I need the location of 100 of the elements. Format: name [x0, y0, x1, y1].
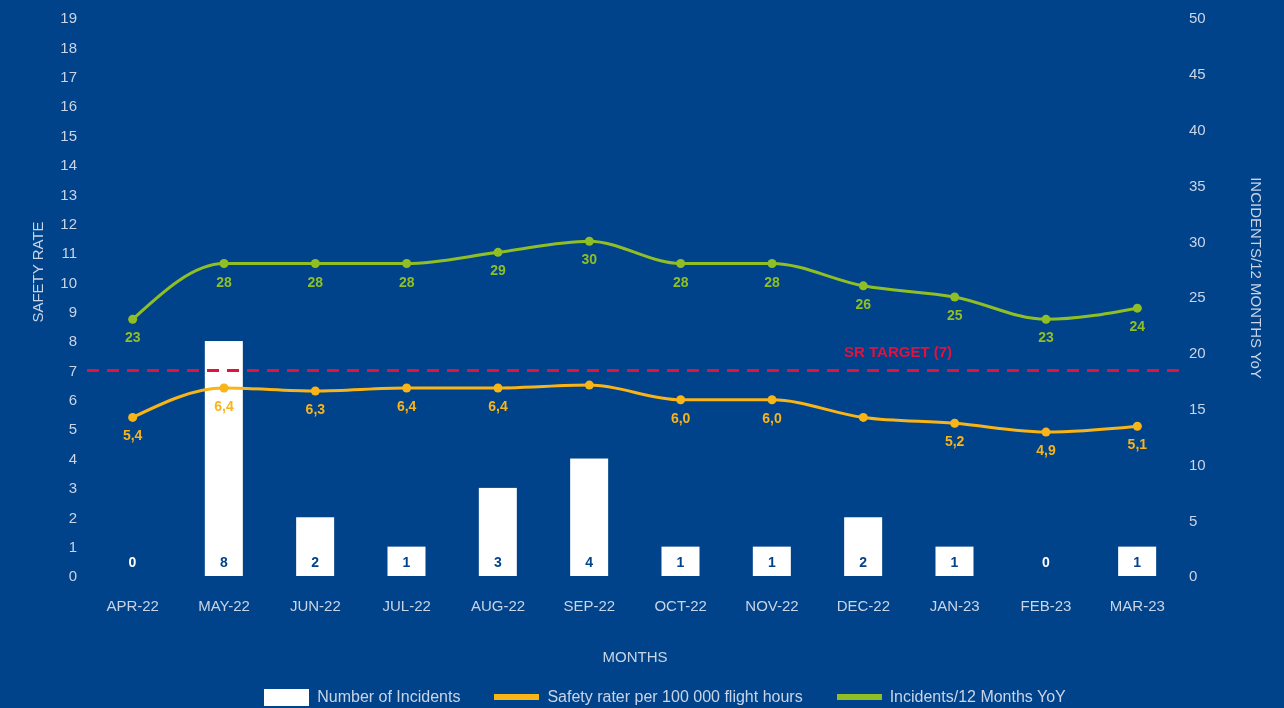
- data-label: 4: [585, 554, 594, 570]
- y2-tick-label: 45: [1189, 65, 1206, 83]
- y-tick-label: 18: [60, 38, 77, 56]
- point: [1041, 427, 1051, 437]
- point: [128, 412, 138, 422]
- data-label: 28: [216, 273, 232, 290]
- point: [1132, 303, 1142, 313]
- data-label: 6,0: [670, 409, 691, 426]
- x-tick-label: SEP-22: [563, 596, 616, 614]
- x-tick-label: AUG-22: [470, 596, 526, 614]
- data-label: 0: [1041, 554, 1050, 570]
- data-label: 5,1: [1127, 436, 1148, 453]
- data-label: 1: [1133, 554, 1142, 570]
- y-tick-label: 10: [60, 273, 77, 291]
- y2-tick-label: 15: [1189, 399, 1206, 417]
- x-tick-label: MAY-22: [198, 596, 250, 614]
- y-tick-label: 8: [68, 332, 77, 350]
- y-tick-label: 15: [60, 126, 77, 144]
- y-tick-label: 11: [61, 244, 77, 262]
- y-tick-label: 13: [60, 185, 77, 203]
- legend-label: Safety rater per 100 000 flight hours: [547, 688, 803, 706]
- point: [676, 395, 686, 405]
- data-label: 23: [124, 329, 141, 346]
- y-tick-label: 19: [60, 9, 77, 27]
- data-label: 1: [402, 554, 411, 570]
- x-axis-title: MONTHS: [602, 648, 668, 665]
- x-tick-label: APR-22: [106, 596, 159, 614]
- data-label: 5,2: [944, 433, 965, 450]
- data-label: 6,4: [396, 398, 417, 415]
- data-label: 6,0: [762, 409, 782, 426]
- y-tick-label: 2: [68, 508, 77, 526]
- bar: [661, 546, 700, 576]
- y-tick-label: 14: [60, 156, 77, 174]
- y-tick-label: 1: [68, 537, 77, 555]
- point: [584, 236, 594, 246]
- bar: [844, 517, 883, 576]
- bar: [387, 546, 426, 576]
- bar: [1118, 546, 1157, 576]
- y2-tick-label: 0: [1189, 567, 1198, 585]
- bar: [478, 487, 517, 576]
- point: [219, 259, 229, 269]
- y-tick-label: 17: [60, 68, 77, 86]
- bar: [204, 341, 243, 576]
- point: [310, 259, 320, 269]
- y2-tick-label: 40: [1189, 120, 1206, 138]
- y-tick-label: 5: [68, 420, 77, 438]
- data-label: 4,9: [1036, 442, 1056, 459]
- data-label: 28: [398, 273, 415, 290]
- y2-tick-label: 25: [1189, 288, 1206, 306]
- x-tick-label: FEB-23: [1020, 596, 1072, 614]
- x-tick-label: OCT-22: [654, 596, 707, 614]
- x-tick-label: MAR-23: [1109, 596, 1165, 614]
- data-label: 29: [490, 262, 506, 279]
- y-tick-label: 0: [68, 567, 77, 585]
- x-tick-label: JUL-22: [382, 596, 431, 614]
- ref-line-label: SR TARGET (7): [844, 343, 953, 361]
- y-tick-label: 7: [68, 361, 77, 379]
- point: [310, 386, 320, 396]
- data-label: 25: [946, 307, 963, 323]
- y-tick-label: 4: [68, 449, 77, 467]
- data-label: 1: [950, 554, 959, 570]
- point: [402, 259, 412, 269]
- data-label: 24: [1129, 318, 1146, 335]
- data-label: 30: [581, 251, 598, 268]
- y2-tick-label: 5: [1189, 511, 1198, 529]
- data-label: 5,4: [122, 427, 143, 444]
- data-label: 0: [128, 554, 137, 570]
- x-tick-label: DEC-22: [836, 596, 891, 614]
- point: [1132, 421, 1142, 431]
- point: [858, 281, 868, 291]
- data-label: 2: [859, 554, 868, 570]
- data-label: 28: [764, 273, 780, 290]
- legend-label: Number of Incidents: [317, 688, 461, 706]
- data-label: 28: [672, 273, 689, 290]
- bar: [570, 458, 609, 576]
- y-tick-label: 16: [60, 97, 77, 115]
- point: [1041, 314, 1051, 324]
- point: [950, 292, 960, 302]
- point: [676, 259, 686, 269]
- x-tick-label: JAN-23: [929, 596, 980, 614]
- point: [858, 412, 868, 422]
- y2-tick-label: 20: [1189, 344, 1206, 362]
- point: [402, 383, 412, 393]
- x-tick-label: JUN-22: [289, 596, 341, 614]
- data-label: 6,3: [305, 400, 326, 417]
- bar: [752, 546, 791, 576]
- point: [584, 380, 594, 390]
- y-tick-label: 3: [68, 479, 77, 497]
- point: [493, 247, 503, 257]
- data-label: 3: [493, 554, 502, 570]
- data-label: 8: [219, 554, 228, 570]
- y-axis-title: SAFETY RATE: [28, 221, 46, 323]
- point: [767, 395, 777, 405]
- data-label: 23: [1038, 329, 1054, 346]
- data-label: 6,4: [214, 398, 234, 415]
- point: [219, 383, 229, 393]
- data-label: 1: [767, 554, 776, 570]
- y2-tick-label: 35: [1189, 176, 1206, 194]
- y2-tick-label: 10: [1189, 455, 1206, 473]
- data-label: 1: [676, 554, 685, 570]
